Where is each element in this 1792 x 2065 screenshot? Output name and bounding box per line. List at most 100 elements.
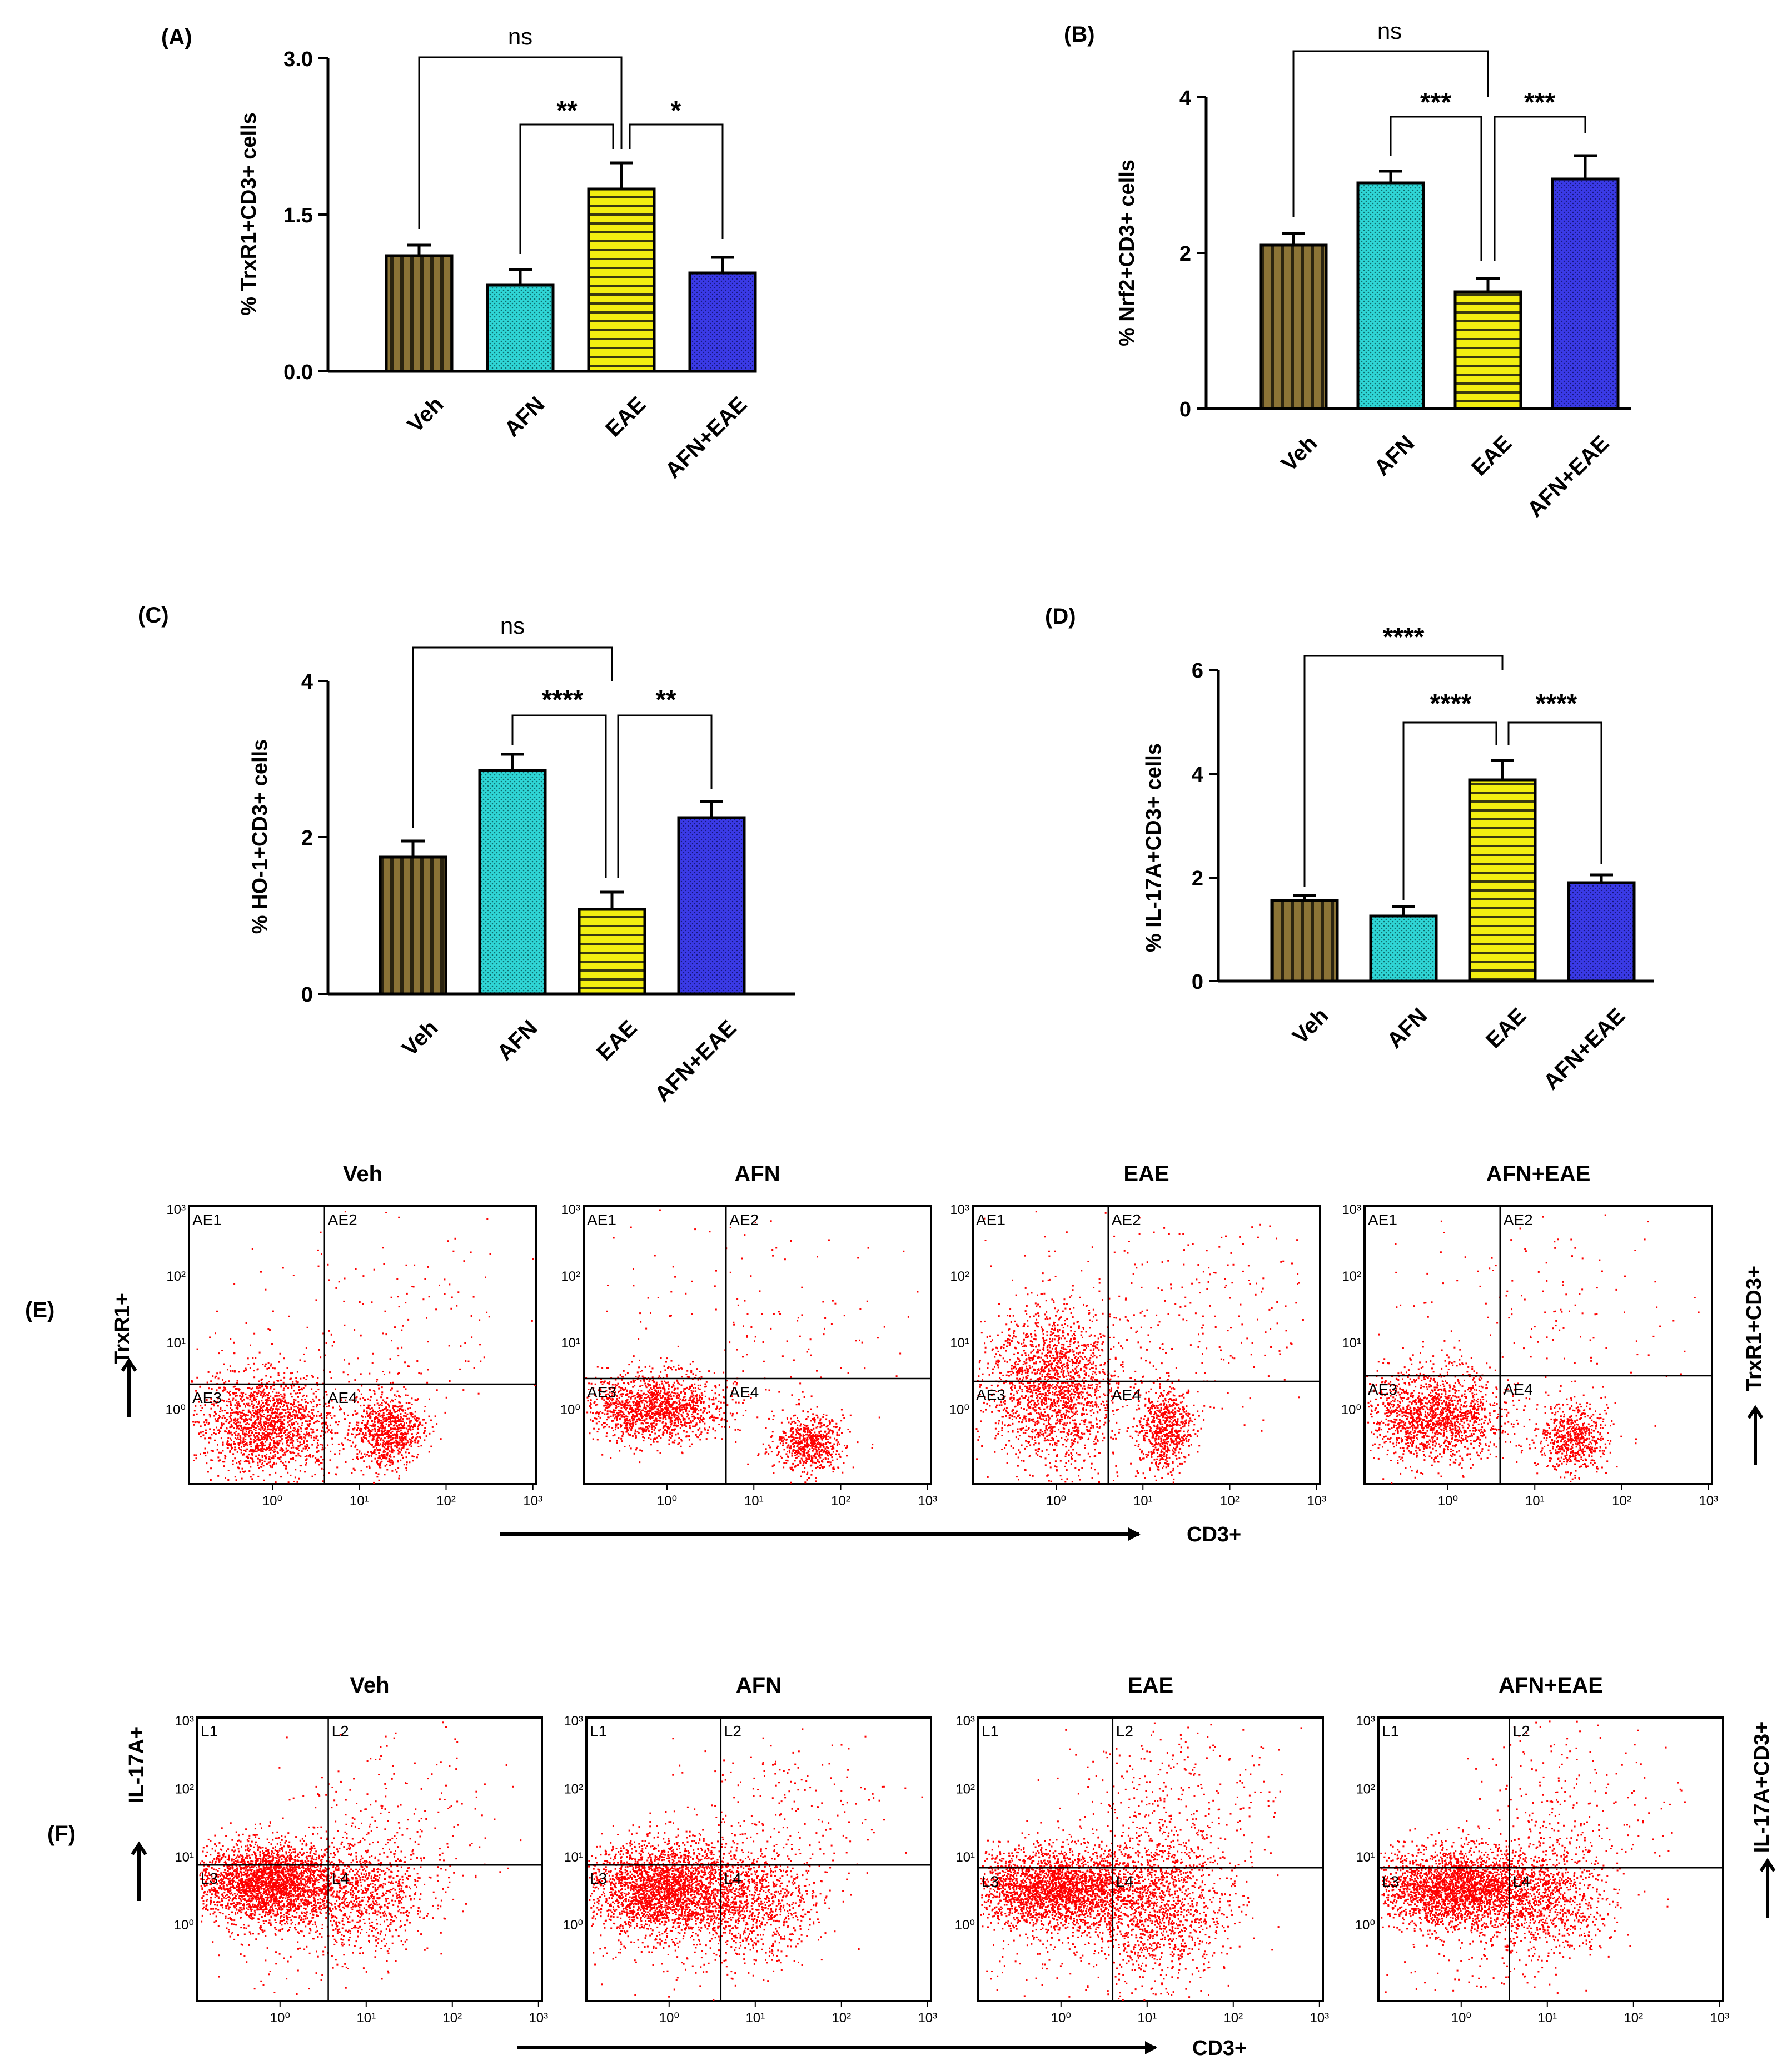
y-tick-label: 10²	[1342, 1269, 1361, 1284]
sig-label: **	[556, 96, 578, 126]
error-bar	[1574, 154, 1597, 179]
y-tick-label: 2	[301, 827, 313, 850]
plot-frame	[977, 1716, 1324, 2002]
event-dots	[588, 1728, 923, 2001]
bar-afn	[1369, 914, 1438, 983]
x-tick-label: 10²	[1624, 2011, 1643, 2026]
y-tick-label: 4	[301, 670, 313, 694]
panel-label: (C)	[138, 603, 169, 628]
y-tick-label: 10¹	[564, 1850, 583, 1865]
dot-plot-2: EAE L1 L2 L3 L4 10⁰ 10¹ 10² 10³ 10³ 10² 10¹ 10⁰	[955, 1673, 1329, 2026]
bar-veh	[1270, 899, 1339, 983]
x-tick-label: 10¹	[356, 2011, 376, 2026]
y-tick-label: 10⁰	[1355, 1918, 1375, 1933]
quadrant-label: L4	[1513, 1873, 1530, 1890]
x-tick-label: Veh	[1277, 431, 1322, 476]
bar-afn-eae	[1551, 177, 1620, 410]
x-tick-label: 10³	[1307, 1494, 1326, 1509]
quadrant-label: L3	[1382, 1873, 1399, 1890]
x-tick-label: 10²	[832, 2011, 851, 2026]
x-tick-label: EAE	[592, 1016, 641, 1065]
y-tick-label: 10⁰	[955, 1918, 975, 1933]
bar-afn-eae	[677, 816, 746, 996]
y-tick-label: 10²	[166, 1269, 186, 1284]
y-tick-label: 10²	[1356, 1782, 1375, 1797]
dot-plot-0: Veh L1 L2 L3 L4 10⁰ 10¹ 10² 10³ 10³ 10² 10¹ 10⁰	[174, 1673, 548, 2026]
x-tick-label: 10¹	[744, 1494, 764, 1509]
x-tick-label: AFN+EAE	[1539, 1003, 1630, 1094]
x-tick-label: AFN+EAE	[1522, 431, 1614, 522]
bar-veh	[1259, 243, 1328, 410]
panel-a: (A) % TrxR1+CD3+ cells 3.0 1.5 0.0 ns **…	[161, 23, 757, 483]
x-tick-label: AFN	[500, 392, 549, 441]
y-tick-label: 10³	[1342, 1202, 1361, 1217]
plot-frame	[1363, 1205, 1713, 1485]
dot-plot-1: AFN L1 L2 L3 L4 10⁰ 10¹ 10² 10³ 10³ 10² 10¹ 10⁰	[563, 1673, 937, 2026]
y-tick-label: 10³	[564, 1714, 583, 1729]
dot-plot-title: Veh	[343, 1162, 382, 1186]
x-tick-label: 10⁰	[270, 2011, 290, 2026]
y-axis-label: % TrxR1+CD3+ cells	[237, 112, 261, 315]
y-axis-label: IL-17A+	[125, 1726, 148, 1803]
quadrant-label: AE3	[1368, 1381, 1397, 1398]
x-tick-label: 10³	[1699, 1494, 1718, 1509]
x-axis-arrowhead	[1145, 2041, 1157, 2054]
bar-eae	[578, 908, 646, 996]
sig-bracket	[519, 123, 614, 254]
x-tick-label: 10²	[1220, 1494, 1240, 1509]
error-bar	[1590, 873, 1613, 883]
event-dots	[1366, 1214, 1700, 1484]
quadrant-label: AE1	[1368, 1211, 1397, 1228]
y-tick-label: 10³	[950, 1202, 969, 1217]
error-bar	[1491, 759, 1514, 780]
x-tick-label: 10¹	[1133, 1494, 1153, 1509]
right-axis-arrow	[1747, 1405, 1764, 1465]
x-tick-label: 10²	[1612, 1494, 1631, 1509]
y-tick-label: 10²	[955, 1782, 975, 1797]
sig-label: ***	[1524, 88, 1555, 117]
sig-bracket	[1402, 721, 1497, 900]
event-dots	[199, 1721, 522, 1995]
y-axis-arrow	[131, 1841, 147, 1901]
right-axis-arrow	[1759, 1858, 1776, 1918]
x-tick-label: 10¹	[1537, 2011, 1557, 2026]
sig-bracket	[511, 714, 607, 878]
event-dots	[975, 1211, 1304, 1484]
bar-afn-eae	[688, 271, 757, 373]
error-bar	[1379, 170, 1402, 183]
x-tick-label: 10²	[1223, 2011, 1243, 2026]
sig-label: ****	[542, 685, 584, 715]
error-bar	[600, 890, 624, 909]
y-tick-label: 10³	[175, 1714, 194, 1729]
panel-b: (B) % Nrf2+CD3+ cells 4 2 0 ns *** *** V…	[1064, 18, 1631, 522]
bar-veh	[385, 254, 454, 373]
y-tick-label: 3.0	[283, 48, 313, 71]
x-tick-label: 10³	[918, 2011, 937, 2026]
y-tick-label: 10⁰	[563, 1918, 583, 1933]
x-tick-label: 10³	[1310, 2011, 1329, 2026]
y-tick-label: 2	[1179, 242, 1191, 266]
x-tick-label: 10³	[523, 1494, 542, 1509]
quadrant-label: AE2	[1504, 1211, 1533, 1228]
bar-afn	[486, 283, 555, 373]
bar-afn	[1356, 181, 1425, 410]
quadrant-label: L3	[201, 1870, 218, 1887]
error-bar	[509, 268, 532, 285]
y-tick-label: 10⁰	[949, 1402, 969, 1417]
x-tick-label: 10⁰	[1051, 2011, 1071, 2026]
y-tick-label: 10³	[955, 1714, 975, 1729]
y-tick-label: 0	[1179, 398, 1191, 421]
event-dots	[980, 1722, 1302, 2001]
bar-eae	[1468, 778, 1537, 983]
quadrant-label: AE4	[328, 1389, 357, 1406]
panel-d: (D) % IL-17A+CD3+ cells 6 4 2 0 **** ***…	[1045, 604, 1654, 1094]
quadrant-label: AE4	[1504, 1381, 1533, 1398]
x-tick-label: 10²	[442, 2011, 462, 2026]
quadrant-label: AE1	[587, 1211, 616, 1228]
bar-eae	[1453, 290, 1522, 410]
event-dots	[585, 1209, 919, 1484]
panel-label: (F)	[47, 1822, 76, 1846]
sig-label: ns	[500, 613, 525, 639]
bar-afn	[478, 769, 547, 996]
